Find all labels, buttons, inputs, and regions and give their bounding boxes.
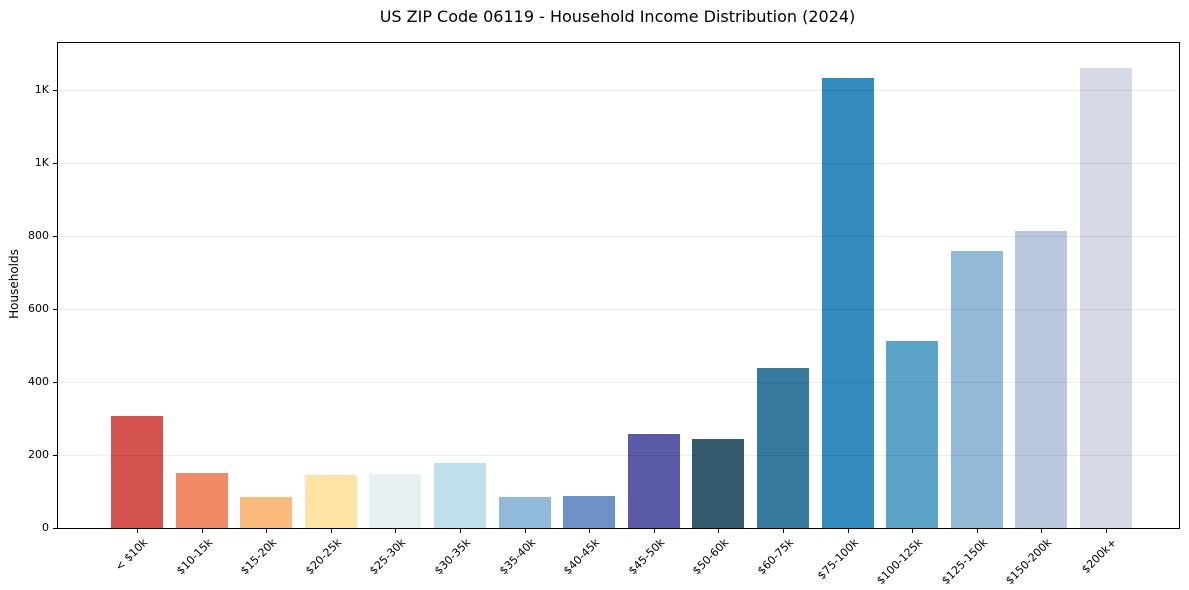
gridline-600 bbox=[58, 309, 1179, 311]
x-tick-mark bbox=[524, 529, 526, 533]
bar-$30-35k bbox=[434, 463, 486, 528]
y-tick-mark bbox=[53, 236, 57, 238]
x-tick-label: $125-150k bbox=[938, 536, 990, 588]
y-tick-label: 0 bbox=[42, 521, 49, 534]
chart-title: US ZIP Code 06119 - Household Income Dis… bbox=[379, 7, 856, 26]
x-tick-label: $20-25k bbox=[302, 536, 344, 578]
bar-$150-200k bbox=[1015, 230, 1068, 528]
x-tick-mark bbox=[1041, 529, 1043, 533]
y-tick-label: 400 bbox=[28, 375, 49, 389]
bar-$15-20k bbox=[240, 497, 293, 528]
x-tick-label: $15-20k bbox=[238, 536, 280, 578]
bar-$20-25k bbox=[304, 474, 357, 528]
x-tick-label: $25-30k bbox=[367, 536, 409, 578]
x-tick-mark bbox=[912, 529, 914, 533]
bar-$50-60k bbox=[692, 439, 745, 528]
y-tick-label: 1K bbox=[34, 156, 49, 170]
x-tick-label: $60-75k bbox=[754, 536, 797, 578]
x-tick-mark bbox=[976, 529, 978, 533]
x-tick-mark bbox=[718, 529, 720, 533]
x-tick-label: < $10k bbox=[112, 536, 151, 574]
x-tick-label: $40-45k bbox=[561, 536, 603, 578]
y-tick-mark bbox=[53, 382, 57, 384]
x-tick-mark bbox=[266, 529, 268, 533]
plot-area bbox=[57, 42, 1180, 529]
bar-$200k+ bbox=[1080, 68, 1132, 528]
bar-$35-40k bbox=[498, 496, 551, 528]
x-tick-mark bbox=[201, 529, 203, 533]
bar-$60-75k bbox=[757, 367, 809, 528]
y-tick-label: 800 bbox=[28, 229, 49, 243]
bar-< $10k bbox=[111, 416, 163, 528]
bar-$75-100k bbox=[821, 78, 874, 528]
x-tick-label: $30-35k bbox=[431, 536, 474, 578]
x-tick-mark bbox=[847, 529, 849, 533]
gridline-200 bbox=[58, 455, 1179, 457]
gridline-400 bbox=[58, 382, 1179, 384]
y-tick-label: 600 bbox=[28, 302, 49, 316]
y-tick-mark bbox=[53, 90, 57, 92]
x-tick-label: $45-50k bbox=[625, 536, 667, 578]
bar-$45-50k bbox=[627, 433, 680, 528]
x-tick-mark bbox=[783, 529, 784, 533]
bar-$100-125k bbox=[886, 340, 939, 528]
gridline-1200 bbox=[58, 90, 1179, 92]
bar-$125-150k bbox=[950, 250, 1003, 528]
x-tick-label: $10-15k bbox=[173, 536, 215, 578]
gridline-1000 bbox=[58, 163, 1179, 165]
x-tick-label: $50-60k bbox=[690, 536, 732, 578]
x-tick-mark bbox=[137, 529, 138, 533]
y-tick-mark bbox=[53, 455, 57, 457]
y-tick-mark bbox=[53, 528, 57, 529]
x-tick-label: $100-125k bbox=[874, 536, 926, 588]
x-tick-mark bbox=[1106, 529, 1107, 533]
bar-$25-30k bbox=[369, 474, 422, 528]
bar-$10-15k bbox=[175, 472, 228, 528]
y-tick-mark bbox=[53, 309, 57, 311]
x-tick-mark bbox=[330, 529, 332, 533]
x-tick-mark bbox=[395, 529, 397, 533]
y-tick-label: 200 bbox=[28, 448, 49, 462]
x-tick-mark bbox=[589, 529, 591, 533]
bar-$40-45k bbox=[563, 495, 616, 528]
y-tick-label: 1K bbox=[34, 83, 49, 97]
gridline-800 bbox=[58, 236, 1179, 238]
x-tick-mark bbox=[653, 529, 655, 533]
x-tick-mark bbox=[460, 529, 461, 533]
x-tick-label: $200k+ bbox=[1079, 536, 1120, 577]
x-tick-label: $75-100k bbox=[814, 536, 861, 583]
x-tick-label: $150-200k bbox=[1003, 536, 1055, 588]
y-tick-mark bbox=[53, 163, 57, 165]
x-tick-label: $35-40k bbox=[496, 536, 538, 578]
y-axis-label: Households bbox=[7, 249, 21, 319]
